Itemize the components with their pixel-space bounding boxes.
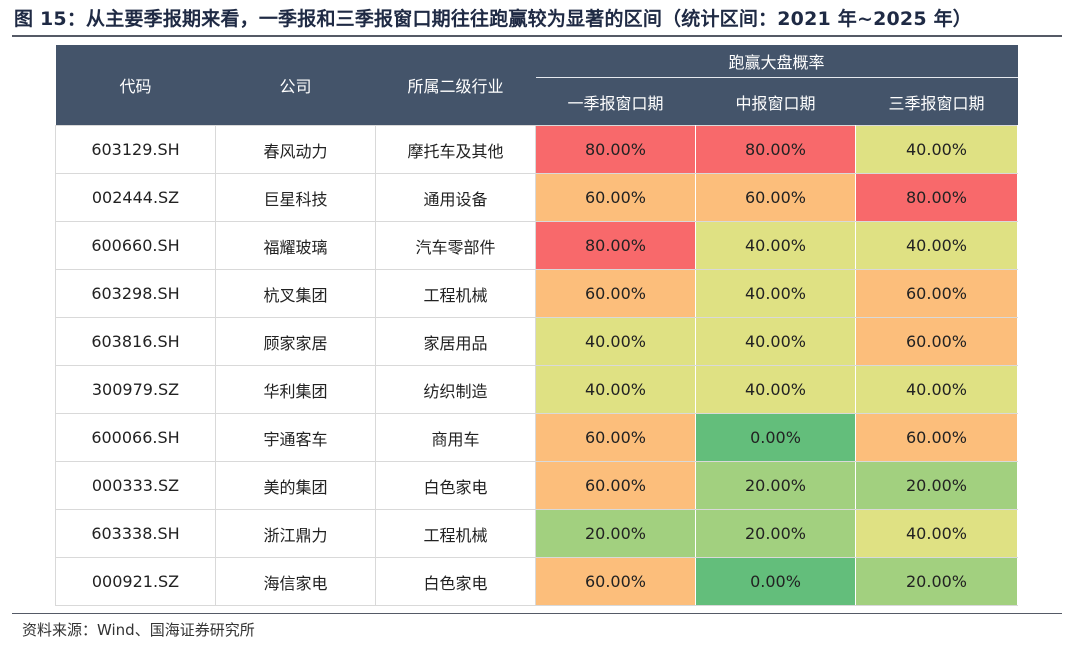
cell-industry: 工程机械 [375,509,536,558]
cell-mid-window: 0.00% [695,557,856,606]
cell-industry: 汽车零部件 [375,221,536,270]
cell-code: 300979.SZ [55,365,216,414]
cell-code: 600660.SH [55,221,216,270]
cell-industry: 白色家电 [375,557,536,606]
cell-code: 603129.SH [55,125,216,174]
cell-mid-window: 60.00% [695,173,856,222]
cell-code: 002444.SZ [55,173,216,222]
cell-industry: 白色家电 [375,461,536,510]
cell-code: 603816.SH [55,317,216,366]
cell-industry: 通用设备 [375,173,536,222]
cell-industry: 家居用品 [375,317,536,366]
table-row: 600066.SH 宇通客车 商用车 60.00% 0.00% 60.00% [55,413,1019,462]
table-body: 603129.SH 春风动力 摩托车及其他 80.00% 80.00% 40.00% 002… [55,125,1019,606]
cell-q1-window: 60.00% [535,413,696,462]
cell-company: 宇通客车 [215,413,376,462]
cell-company: 华利集团 [215,365,376,414]
cell-company: 巨星科技 [215,173,376,222]
table-row: 600660.SH 福耀玻璃 汽车零部件 80.00% 40.00% 40.00% [55,221,1019,270]
cell-q1-window: 60.00% [535,461,696,510]
cell-q1-window: 80.00% [535,125,696,174]
cell-industry: 纺织制造 [375,365,536,414]
cell-industry: 摩托车及其他 [375,125,536,174]
header-industry: 所属二级行业 [375,45,536,126]
cell-mid-window: 40.00% [695,365,856,414]
cell-company: 顾家家居 [215,317,376,366]
cell-q3-window: 20.00% [855,461,1019,510]
table-row: 603816.SH 顾家家居 家居用品 40.00% 40.00% 60.00% [55,317,1019,366]
cell-company: 春风动力 [215,125,376,174]
table-row: 002444.SZ 巨星科技 通用设备 60.00% 60.00% 80.00% [55,173,1019,222]
cell-q3-window: 40.00% [855,221,1019,270]
cell-mid-window: 40.00% [695,317,856,366]
cell-q1-window: 20.00% [535,509,696,558]
cell-code: 603338.SH [55,509,216,558]
header-q1-window: 一季报窗口期 [535,77,696,126]
cell-q1-window: 40.00% [535,317,696,366]
header-mid-window: 中报窗口期 [695,77,856,126]
cell-mid-window: 0.00% [695,413,856,462]
table-row: 603338.SH 浙江鼎力 工程机械 20.00% 20.00% 40.00% [55,509,1019,558]
cell-q3-window: 40.00% [855,365,1019,414]
header-company: 公司 [215,45,376,126]
header-code: 代码 [55,45,216,126]
cell-q3-window: 80.00% [855,173,1019,222]
cell-code: 000921.SZ [55,557,216,606]
cell-code: 600066.SH [55,413,216,462]
cell-mid-window: 20.00% [695,509,856,558]
cell-industry: 商用车 [375,413,536,462]
win-probability-table: 代码 公司 所属二级行业 跑赢大盘概率 一季报窗口期 中报窗口期 三季报窗口期 … [55,45,1019,606]
cell-q3-window: 60.00% [855,413,1019,462]
cell-company: 美的集团 [215,461,376,510]
table-row: 603129.SH 春风动力 摩托车及其他 80.00% 80.00% 40.00% [55,125,1019,174]
cell-code: 603298.SH [55,269,216,318]
table-row: 603298.SH 杭叉集团 工程机械 60.00% 40.00% 60.00% [55,269,1019,318]
cell-mid-window: 20.00% [695,461,856,510]
cell-q1-window: 80.00% [535,221,696,270]
cell-q3-window: 60.00% [855,317,1019,366]
cell-mid-window: 80.00% [695,125,856,174]
table-row: 000333.SZ 美的集团 白色家电 60.00% 20.00% 20.00% [55,461,1019,510]
figure-title: 图 15：从主要季报期来看，一季报和三季报窗口期往往跑赢较为显著的区间（统计区间… [14,8,972,30]
header-q3-window: 三季报窗口期 [855,77,1018,126]
table-row: 000921.SZ 海信家电 白色家电 60.00% 0.00% 20.00% [55,557,1019,606]
cell-company: 浙江鼎力 [215,509,376,558]
cell-code: 000333.SZ [55,461,216,510]
header-group-win-probability: 跑赢大盘概率 [535,45,1018,78]
source-divider [12,613,1062,614]
cell-company: 海信家电 [215,557,376,606]
cell-company: 杭叉集团 [215,269,376,318]
cell-industry: 工程机械 [375,269,536,318]
cell-mid-window: 40.00% [695,221,856,270]
cell-q3-window: 20.00% [855,557,1019,606]
cell-q3-window: 40.00% [855,509,1019,558]
cell-q1-window: 40.00% [535,365,696,414]
cell-q1-window: 60.00% [535,269,696,318]
cell-mid-window: 40.00% [695,269,856,318]
cell-q1-window: 60.00% [535,557,696,606]
cell-q1-window: 60.00% [535,173,696,222]
cell-q3-window: 60.00% [855,269,1019,318]
title-divider [12,35,1062,37]
table-row: 300979.SZ 华利集团 纺织制造 40.00% 40.00% 40.00% [55,365,1019,414]
cell-q3-window: 40.00% [855,125,1019,174]
source-note: 资料来源：Wind、国海证券研究所 [22,621,255,639]
cell-company: 福耀玻璃 [215,221,376,270]
